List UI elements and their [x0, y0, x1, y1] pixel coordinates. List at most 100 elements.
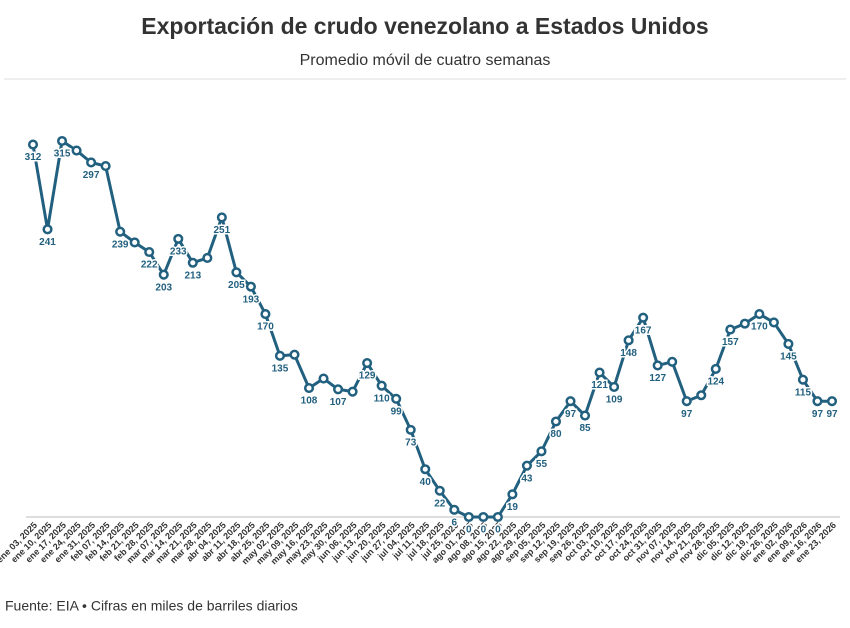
data-label: 97: [565, 409, 577, 420]
point: [710, 363, 721, 375]
point: [362, 357, 373, 369]
point: [202, 252, 213, 264]
data-label: 193: [243, 294, 260, 305]
point: [579, 410, 591, 421]
data-label: 127: [649, 373, 666, 384]
data-label: 0: [466, 525, 472, 536]
data-label: 148: [620, 348, 637, 359]
point: [638, 312, 649, 323]
point: [783, 338, 794, 349]
point: [376, 380, 387, 391]
data-label: 135: [272, 363, 289, 374]
point: [594, 367, 605, 378]
data-label: 205: [228, 280, 245, 291]
data-label: 203: [155, 282, 172, 293]
data-label: 80: [550, 429, 562, 440]
data-label: 40: [420, 477, 432, 488]
data-label: 170: [257, 322, 274, 333]
point: [115, 226, 126, 237]
data-label: 97: [812, 409, 824, 420]
point: [100, 161, 111, 172]
point: [797, 374, 808, 385]
point: [768, 317, 779, 328]
data-label: 312: [25, 152, 42, 163]
point: [173, 233, 184, 244]
point: [347, 386, 358, 397]
point: [652, 360, 663, 371]
data-label: 241: [39, 237, 56, 248]
point: [274, 350, 286, 361]
point: [681, 396, 692, 407]
chart-title: Exportación de crudo venezolano a Estado…: [141, 13, 708, 39]
point: [463, 511, 474, 523]
data-label: 167: [635, 325, 652, 336]
point: [492, 511, 503, 523]
data-label: 108: [301, 396, 318, 407]
point: [565, 396, 576, 407]
point: [550, 416, 562, 427]
point: [289, 349, 300, 360]
data-label: 97: [681, 409, 693, 420]
data-label: 297: [83, 170, 100, 181]
point: [449, 504, 460, 515]
point: [609, 381, 620, 392]
point: [667, 356, 678, 367]
point: [71, 145, 82, 156]
data-label: 315: [54, 149, 71, 160]
point: [826, 396, 838, 407]
point: [739, 318, 750, 329]
point: [129, 237, 140, 248]
data-label: 170: [751, 322, 768, 333]
data-label: 43: [521, 473, 533, 484]
source: Fuente: EIA • Cifras en miles de barrile…: [5, 598, 298, 614]
point: [812, 396, 823, 407]
point: [318, 373, 329, 384]
data-label: 115: [795, 387, 812, 398]
data-label: 99: [391, 406, 403, 417]
data-label: 85: [579, 423, 591, 434]
point: [434, 485, 445, 496]
data-label: 73: [405, 438, 417, 449]
line: [31, 139, 832, 519]
data-label: 129: [359, 371, 376, 382]
point: [507, 489, 518, 500]
point: [391, 393, 402, 404]
point: [303, 383, 315, 394]
point: [623, 335, 634, 346]
data-label: 121: [591, 380, 608, 391]
point: [754, 309, 765, 320]
point: [158, 269, 169, 280]
data-label: 109: [606, 395, 623, 406]
data-label: 22: [434, 498, 446, 509]
point: [231, 267, 242, 278]
data-label: 107: [330, 397, 347, 408]
point: [245, 281, 256, 292]
point: [696, 390, 707, 401]
data-label: 0: [481, 525, 487, 536]
point: [478, 511, 489, 523]
point: [86, 157, 97, 168]
point: [405, 424, 416, 435]
point: [27, 139, 39, 150]
data-label: 157: [722, 337, 739, 348]
point: [521, 460, 532, 471]
point: [216, 212, 227, 223]
data-label: 233: [170, 247, 187, 258]
chart-subtitle: Promedio móvil de cuatro semanas: [300, 52, 551, 69]
data-label: 239: [112, 239, 129, 250]
data-label: 55: [536, 459, 548, 470]
point: [725, 324, 736, 335]
data-label: 110: [374, 393, 391, 404]
data-label: 145: [780, 352, 797, 363]
data-label: 6: [452, 517, 458, 528]
point: [420, 464, 431, 475]
data-label: 124: [707, 377, 724, 388]
point: [144, 246, 155, 258]
point: [187, 257, 198, 268]
point: [260, 309, 271, 320]
data-label: 213: [184, 270, 201, 281]
data-label: 222: [141, 260, 158, 271]
point: [536, 446, 547, 457]
point: [42, 224, 53, 235]
